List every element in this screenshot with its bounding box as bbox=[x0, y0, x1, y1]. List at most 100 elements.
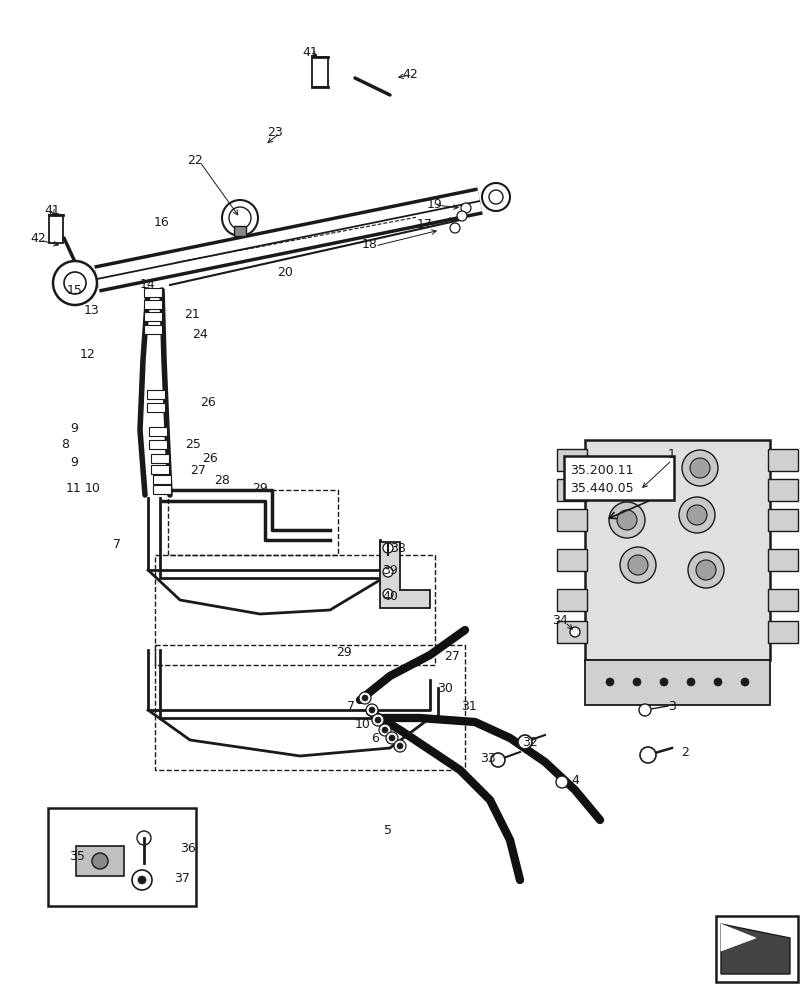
Circle shape bbox=[690, 458, 710, 478]
Text: 25: 25 bbox=[185, 438, 201, 450]
Text: 24: 24 bbox=[192, 328, 208, 340]
Circle shape bbox=[461, 203, 471, 213]
Text: 4: 4 bbox=[571, 774, 579, 786]
Text: 23: 23 bbox=[267, 126, 283, 139]
Text: 9: 9 bbox=[70, 422, 78, 434]
Text: 20: 20 bbox=[277, 265, 293, 278]
Circle shape bbox=[389, 735, 395, 741]
Polygon shape bbox=[721, 924, 790, 974]
Bar bbox=[147, 390, 165, 399]
Circle shape bbox=[660, 678, 668, 686]
Circle shape bbox=[366, 704, 378, 716]
Bar bbox=[149, 440, 167, 449]
Circle shape bbox=[379, 724, 391, 736]
Polygon shape bbox=[380, 542, 430, 608]
Circle shape bbox=[394, 740, 406, 752]
Text: 36: 36 bbox=[180, 842, 196, 854]
Circle shape bbox=[362, 695, 368, 701]
Text: 21: 21 bbox=[184, 308, 200, 320]
Text: 5: 5 bbox=[384, 824, 392, 836]
Circle shape bbox=[687, 678, 695, 686]
Bar bbox=[768, 449, 798, 471]
Circle shape bbox=[382, 727, 388, 733]
Text: 42: 42 bbox=[402, 68, 418, 82]
Text: 6: 6 bbox=[371, 732, 379, 744]
Circle shape bbox=[383, 567, 393, 577]
Text: 29: 29 bbox=[252, 482, 268, 494]
Text: 9: 9 bbox=[70, 456, 78, 468]
Bar bbox=[557, 549, 587, 571]
Text: 1: 1 bbox=[668, 448, 676, 462]
Bar bbox=[168, 490, 338, 555]
Circle shape bbox=[491, 753, 505, 767]
Text: 26: 26 bbox=[202, 452, 218, 464]
Text: 39: 39 bbox=[382, 564, 398, 576]
Text: 40: 40 bbox=[382, 589, 398, 602]
Text: 37: 37 bbox=[174, 871, 190, 884]
Circle shape bbox=[53, 261, 97, 305]
Bar bbox=[144, 288, 162, 297]
Circle shape bbox=[222, 200, 258, 236]
Circle shape bbox=[639, 704, 651, 716]
Bar bbox=[155, 555, 435, 665]
Bar bbox=[76, 846, 124, 876]
Circle shape bbox=[741, 678, 749, 686]
Circle shape bbox=[450, 223, 460, 233]
Circle shape bbox=[518, 735, 532, 749]
Circle shape bbox=[688, 552, 724, 588]
Bar bbox=[234, 226, 246, 236]
Circle shape bbox=[612, 457, 648, 493]
Bar bbox=[585, 660, 770, 705]
Bar bbox=[48, 808, 196, 906]
Bar bbox=[147, 403, 165, 412]
Circle shape bbox=[556, 776, 568, 788]
Circle shape bbox=[137, 831, 151, 845]
Circle shape bbox=[132, 870, 152, 890]
Bar bbox=[144, 325, 162, 334]
Bar bbox=[49, 215, 63, 243]
Bar bbox=[557, 449, 587, 471]
Bar bbox=[564, 456, 674, 500]
Text: 41: 41 bbox=[302, 45, 318, 58]
Bar bbox=[557, 509, 587, 531]
Circle shape bbox=[383, 543, 393, 553]
Text: 32: 32 bbox=[522, 736, 538, 748]
Text: 42: 42 bbox=[30, 232, 46, 244]
Text: 30: 30 bbox=[437, 682, 453, 694]
Text: 29: 29 bbox=[336, 646, 351, 658]
Text: 27: 27 bbox=[190, 464, 206, 477]
Text: 41: 41 bbox=[44, 204, 60, 217]
Text: 7: 7 bbox=[113, 538, 121, 552]
Text: 10: 10 bbox=[85, 482, 101, 494]
Text: 26: 26 bbox=[200, 396, 216, 410]
Text: 19: 19 bbox=[427, 198, 443, 212]
Bar bbox=[557, 479, 587, 501]
Text: 14: 14 bbox=[140, 278, 156, 292]
Bar bbox=[149, 427, 167, 436]
Circle shape bbox=[359, 692, 371, 704]
Bar bbox=[151, 465, 169, 474]
Bar bbox=[144, 312, 162, 321]
Text: 28: 28 bbox=[214, 474, 230, 487]
Text: 3: 3 bbox=[668, 700, 676, 712]
Bar bbox=[153, 485, 171, 494]
Circle shape bbox=[714, 678, 722, 686]
Bar bbox=[151, 454, 169, 463]
Text: 17: 17 bbox=[417, 218, 433, 231]
Circle shape bbox=[482, 183, 510, 211]
Text: 27: 27 bbox=[444, 650, 460, 662]
Bar bbox=[768, 509, 798, 531]
Circle shape bbox=[640, 747, 656, 763]
Text: 31: 31 bbox=[461, 700, 477, 712]
Bar bbox=[153, 475, 171, 484]
Bar bbox=[585, 440, 770, 660]
Text: 22: 22 bbox=[187, 153, 203, 166]
Text: 16: 16 bbox=[154, 216, 170, 229]
Bar bbox=[144, 300, 162, 309]
Bar bbox=[768, 549, 798, 571]
Circle shape bbox=[687, 505, 707, 525]
Text: 13: 13 bbox=[84, 304, 100, 316]
Circle shape bbox=[628, 555, 648, 575]
Circle shape bbox=[386, 732, 398, 744]
Text: 15: 15 bbox=[67, 284, 83, 298]
